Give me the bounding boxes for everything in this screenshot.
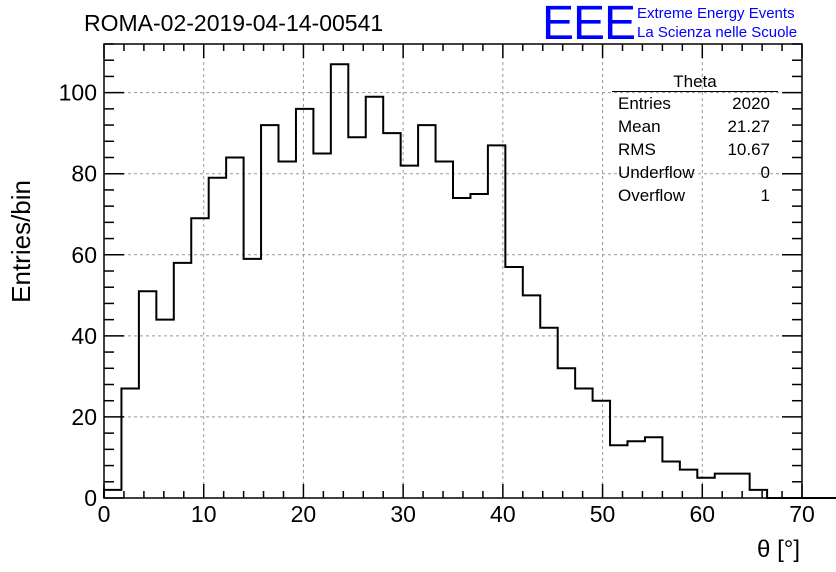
x-tick-label: 10 — [191, 501, 217, 527]
stats-label: Mean — [618, 117, 661, 136]
stats-box: Theta Entries 2020 Mean 21.27 RMS 10.67 … — [612, 72, 778, 207]
y-tick-labels: 0 20 40 60 80 100 — [59, 80, 97, 511]
y-tick-label: 0 — [84, 485, 97, 511]
stats-value: 2020 — [732, 94, 770, 113]
y-tick-label: 20 — [71, 404, 97, 430]
y-tick-label: 80 — [71, 161, 97, 187]
stats-title: Theta — [612, 72, 778, 92]
y-tick-label: 60 — [71, 242, 97, 268]
x-tick-label: 30 — [390, 501, 416, 527]
x-tick-label: 40 — [490, 501, 516, 527]
stats-label: Overflow — [618, 186, 686, 205]
stats-value: 21.27 — [727, 117, 770, 136]
stats-row: Overflow 1 — [612, 184, 778, 207]
logo-line-2: La Scienza nelle Scuole — [637, 24, 798, 41]
chart-title: ROMA-02-2019-04-14-00541 — [84, 10, 384, 36]
stats-row: Underflow 0 — [612, 161, 778, 184]
y-tick-label: 100 — [59, 80, 97, 106]
eee-logo: EEE — [542, 0, 636, 50]
stats-value: 10.67 — [727, 140, 770, 159]
y-axis-label: Entries/bin — [6, 180, 36, 303]
y-tick-label: 40 — [71, 323, 97, 349]
x-tick-labels: 0 10 20 30 40 50 60 70 — [98, 501, 815, 527]
stats-row: Entries 2020 — [612, 92, 778, 115]
stats-value: 0 — [760, 163, 770, 182]
x-tick-label: 0 — [98, 501, 111, 527]
stats-row: RMS 10.67 — [612, 138, 778, 161]
x-axis-label: θ [°] — [757, 536, 800, 563]
x-tick-label: 50 — [590, 501, 616, 527]
stats-label: Entries — [618, 94, 671, 113]
x-tick-label: 60 — [689, 501, 715, 527]
x-tick-label: 70 — [789, 501, 815, 527]
stats-row: Mean 21.27 — [612, 115, 778, 138]
stats-label: Underflow — [618, 163, 695, 182]
logo-line-1: Extreme Energy Events — [637, 5, 795, 22]
x-tick-label: 20 — [291, 501, 317, 527]
eee-logo-text: Extreme Energy Events La Scienza nelle S… — [637, 4, 797, 42]
axis-ticks — [103, 43, 803, 499]
stats-value: 1 — [760, 186, 770, 205]
stats-label: RMS — [618, 140, 656, 159]
